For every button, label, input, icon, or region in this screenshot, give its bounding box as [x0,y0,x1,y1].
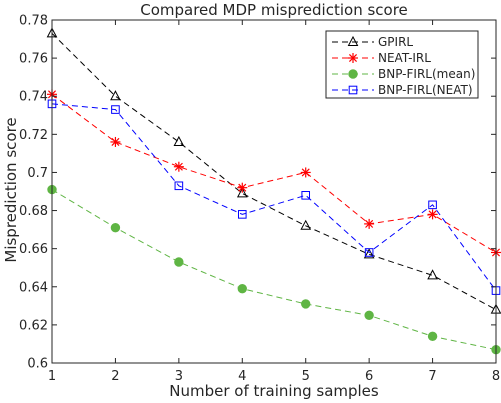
y-tick-label: 0.6 [27,357,48,372]
data-point [427,331,438,342]
y-tick-label: 0.74 [19,90,48,105]
y-tick-label: 0.76 [19,52,48,67]
y-tick-label: 0.78 [19,14,48,29]
data-point [236,187,248,198]
series-3 [47,99,501,295]
y-tick-label: 0.62 [19,318,48,333]
x-tick-label: 4 [238,369,246,384]
legend-box [325,30,479,99]
y-tick-label: 0.7 [27,166,48,181]
asterisk-stroke [111,137,120,146]
data-point [173,135,185,146]
data-point [364,310,374,321]
x-axis-label: Number of training samples [169,382,379,400]
data-point [300,219,312,230]
asterisk-stroke [238,183,247,192]
x-tick-label: 3 [175,369,183,384]
legend-marker [348,53,358,63]
data-point [364,218,375,229]
asterisk-stroke [348,53,358,63]
data-point [237,283,247,294]
series-line [51,93,497,253]
plot-frame [51,19,497,364]
asterisk-stroke [365,219,374,228]
x-tick-label: 6 [365,369,373,384]
y-tick-label: 0.72 [19,128,48,143]
legend-label: BNP-FIRL(NEAT) [378,83,473,97]
legend-entry: GPIRL [332,35,413,49]
legend-entry: NEAT-IRL [332,51,431,65]
data-point [427,269,438,280]
y-tick-label: 0.68 [19,204,48,219]
legend-label: BNP-FIRL(mean) [378,67,475,81]
data-point [237,182,248,193]
y-axis-label: Misprediction score [2,117,20,262]
data-point [111,105,120,114]
x-tick-label: 8 [492,369,500,384]
asterisk-stroke [301,168,310,177]
legend-marker [348,69,358,79]
x-tick-label: 1 [48,369,56,384]
series-line [51,103,497,291]
series-line [51,189,497,351]
data-point [300,167,311,178]
data-point [301,191,311,200]
y-tick-label: 0.64 [19,280,48,295]
legend-label: GPIRL [378,35,413,49]
axis-ticks: 1 2 3 4 5 6 7 8 0.6 0.62 0.64 0.66 0.68 0.7 0.72 0.74 0.… [19,14,500,385]
data-point [110,90,121,101]
legend-marker [348,85,358,95]
data-point [364,248,374,257]
data-point [174,257,184,267]
chart-title: Compared MDP misprediction score [140,1,408,19]
data-point [110,223,121,233]
x-tick-label: 5 [302,369,310,384]
data-point [237,210,247,219]
asterisk-stroke [428,210,437,219]
data-point [428,200,437,210]
asterisk-stroke [174,162,183,171]
x-tick-label: 7 [428,369,436,384]
legend-label: NEAT-IRL [378,51,431,65]
x-tick-label: 2 [111,369,119,384]
data-point [427,209,438,220]
data-point [110,136,121,147]
series-line [51,32,497,311]
data-point [301,299,311,309]
y-tick-label: 0.66 [19,242,48,257]
data-point [363,248,375,259]
legend-marker [347,35,359,46]
legend: GPIRL NEAT-IRL BNP-FIRL(mean) BNP-FIRL(NEAT… [325,30,479,99]
legend-entry: BNP-FIRL(NEAT) [332,83,473,97]
data-point [173,161,184,172]
data-point [174,181,184,191]
legend-entry: BNP-FIRL(mean) [332,67,475,81]
